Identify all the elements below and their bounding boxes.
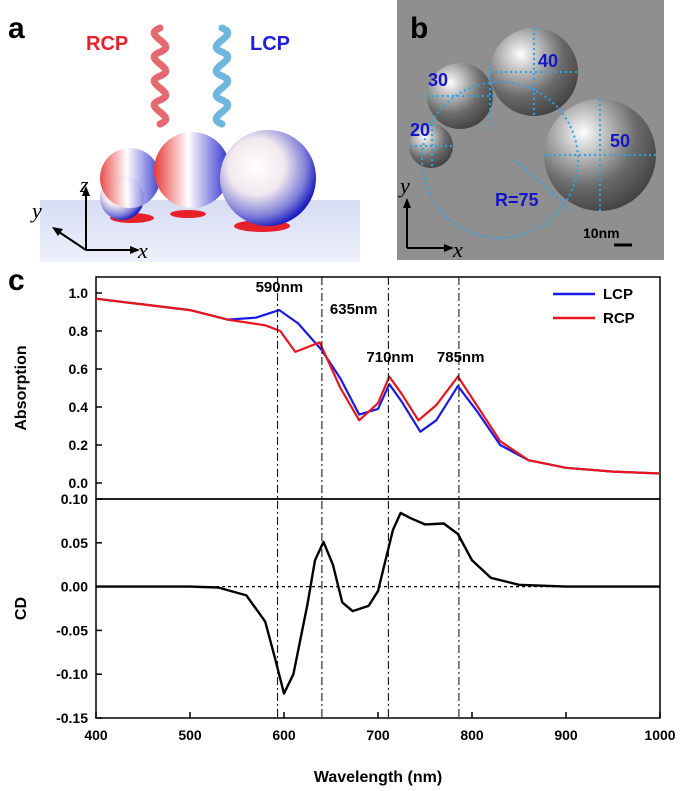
absorption-chart: 0.0 0.2 0.4 0.6 0.8 1.0 LCP RCP Absorption 590nm 6… (13, 276, 661, 718)
cd-y-tick-label: 0.10 (61, 491, 88, 507)
dim-label-50: 50 (610, 131, 630, 151)
x-axis-title: Wavelength (nm) (314, 769, 442, 786)
peak-annotation: 635nm (330, 301, 378, 318)
x-tick-label: 700 (366, 727, 390, 743)
peak-annotation: 710nm (366, 349, 414, 366)
sphere-50 (220, 130, 316, 226)
dim-label-40: 40 (538, 51, 558, 71)
cd-y-tick-label: 0.05 (61, 535, 88, 551)
cd-axis-title: CD (13, 597, 30, 620)
x-tick-label: 900 (554, 727, 578, 743)
absorption-y-tick-label: 0.0 (69, 475, 89, 491)
sem-sphere-30 (427, 63, 493, 129)
panel-a-letter: a (8, 12, 25, 45)
sphere-30 (100, 148, 160, 208)
x-tick-label: 600 (272, 727, 296, 743)
legend-label-rcp: RCP (603, 310, 635, 327)
peak-annotation: 590nm (256, 279, 304, 296)
cd-plot-frame (95, 498, 661, 719)
panel-b-letter: b (410, 12, 428, 45)
axis-y-label-a: y (30, 198, 42, 223)
absorption-plot-frame (95, 276, 661, 500)
axis-z-label: z (79, 172, 89, 197)
radius-label: R=75 (495, 190, 539, 210)
dim-label-20: 20 (410, 120, 430, 140)
scale-bar-label: 10nm (583, 225, 620, 241)
sem-sphere-40 (490, 28, 578, 116)
legend-label-lcp: LCP (603, 286, 633, 303)
rcp-helix-icon (150, 24, 170, 128)
x-tick-label: 1000 (644, 727, 675, 743)
lcp-label: LCP (250, 33, 290, 55)
absorption-y-tick-label: 0.2 (69, 437, 89, 453)
axis-x-label-b: x (452, 237, 463, 262)
cd-y-tick-label: -0.05 (56, 622, 88, 638)
panel-b: b 20 30 40 50 R=75 10nm y (397, 0, 664, 262)
hotspot-2 (170, 210, 206, 218)
peak-annotation: 785nm (437, 349, 485, 366)
panel-c-letter: c (8, 264, 25, 297)
cd-y-tick-label: 0.00 (61, 579, 88, 595)
absorption-y-tick-label: 0.6 (69, 361, 89, 377)
dim-label-30: 30 (428, 70, 448, 90)
sphere-40 (154, 132, 230, 208)
absorption-line-lcp (95, 297, 661, 475)
x-tick-label: 400 (84, 727, 108, 743)
absorption-line-rcp (95, 297, 661, 475)
axis-x-label-a: x (137, 238, 148, 263)
substrate-plane (40, 200, 360, 262)
absorption-y-tick-label: 1.0 (69, 285, 89, 301)
lcp-helix-icon (212, 24, 232, 128)
panel-a: a RCP LCP z x y (8, 12, 360, 263)
x-tick-label: 500 (178, 727, 202, 743)
cd-y-tick-label: -0.10 (56, 666, 88, 682)
axis-y-label-b: y (398, 173, 410, 198)
cd-y-tick-label: -0.15 (56, 710, 88, 726)
x-tick-label: 800 (460, 727, 484, 743)
cd-chart: -0.15 -0.10 -0.05 0.00 0.05 0.10 400 500 600 700 8… (13, 491, 676, 786)
rcp-label: RCP (86, 33, 128, 55)
absorption-y-tick-label: 0.8 (69, 323, 89, 339)
dimension-guides (410, 28, 656, 239)
cd-line (96, 511, 660, 695)
absorption-axis-title: Absorption (13, 345, 30, 430)
absorption-y-tick-label: 0.4 (69, 399, 89, 415)
coordinate-axes-a (52, 186, 140, 254)
coordinate-axes-b (403, 198, 454, 252)
